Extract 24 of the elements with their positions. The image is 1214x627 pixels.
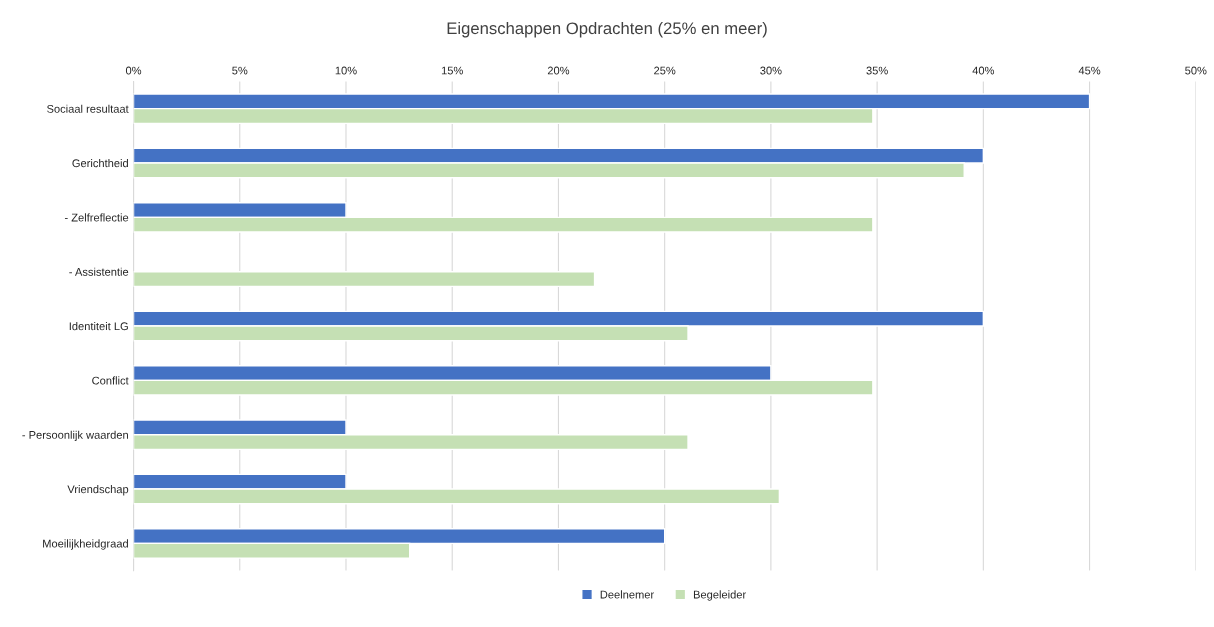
x-tick-label: 35% xyxy=(866,66,888,75)
x-tick-label: 25% xyxy=(654,66,676,75)
y-tick-label: - Zelfreflectie xyxy=(64,213,129,222)
y-tick-label: Conflict xyxy=(92,376,129,385)
y-tick-label: Gerichtheid xyxy=(72,158,128,168)
x-tick-label: 50% xyxy=(1185,66,1207,75)
x-tick-label: 45% xyxy=(1078,66,1101,75)
bar xyxy=(133,271,596,288)
chart-title: Eigenschappen Opdrachten (25% en meer) xyxy=(447,21,767,38)
y-tick-label: Vriendschap xyxy=(67,485,129,496)
x-tick-label: 30% xyxy=(760,66,782,75)
x-tick-label: 5% xyxy=(232,66,248,75)
x-tick-label: 15% xyxy=(441,66,463,75)
y-tick-label: - Persoonlijk waarden xyxy=(22,430,128,442)
y-tick-label: Identiteit LG xyxy=(69,322,128,331)
y-tick-label: Sociaal resultaat xyxy=(47,104,129,113)
y-tick-label: - Assistentie xyxy=(69,267,129,276)
x-tick-label: 0% xyxy=(125,66,142,75)
x-tick-label: 40% xyxy=(972,66,995,75)
legend-label: Deelnemer xyxy=(600,590,654,599)
legend-label: Begeleider xyxy=(693,590,746,601)
y-tick-label: Moeilijkheidgraad xyxy=(43,539,128,550)
x-tick-label: 10% xyxy=(335,66,357,75)
x-tick-label: 20% xyxy=(547,66,570,75)
